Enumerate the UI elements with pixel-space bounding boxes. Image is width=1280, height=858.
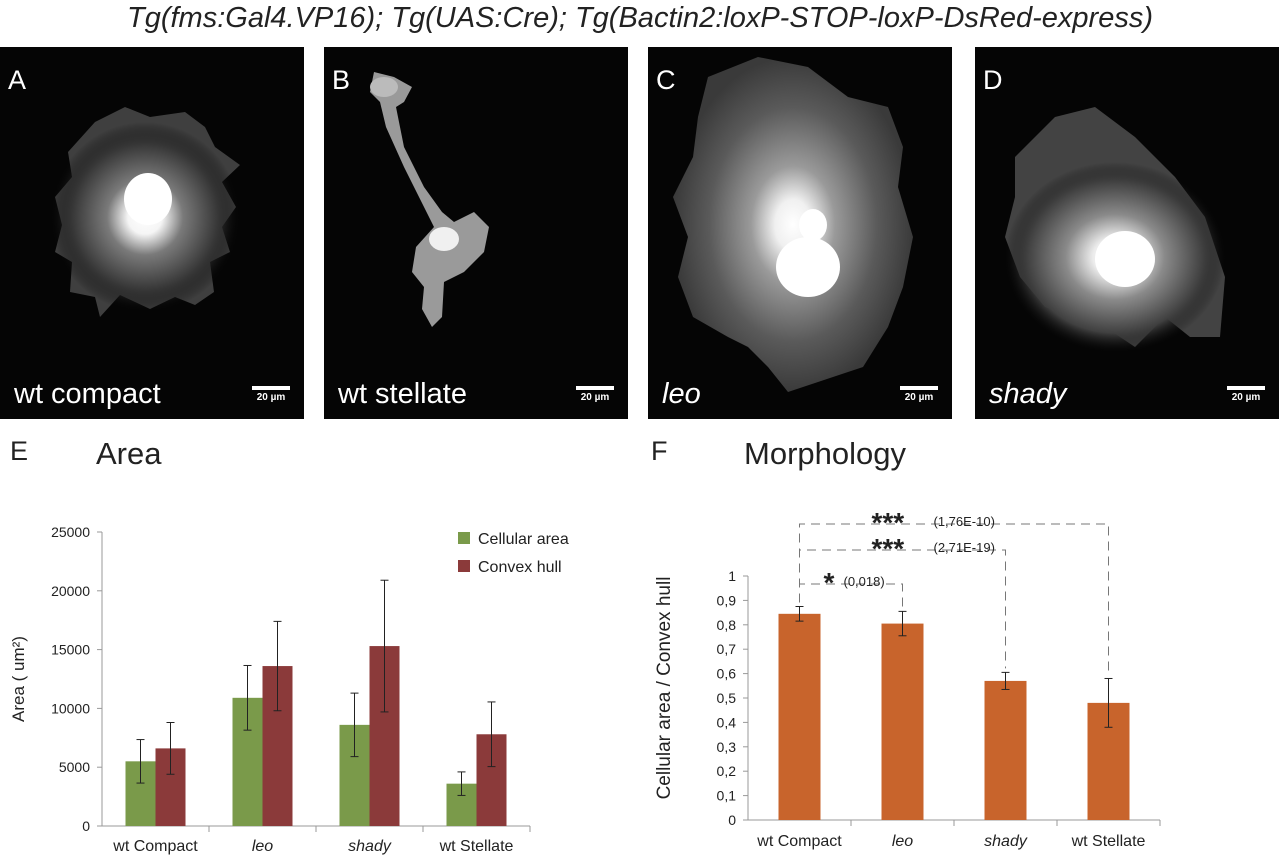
- panel-letter: A: [8, 65, 27, 95]
- bar-ratio: [881, 623, 924, 820]
- x-tick-label: leo: [892, 833, 913, 850]
- x-tick-label: wt Stellate: [1071, 833, 1146, 850]
- micrograph-panel-d: D shady 20 µm: [975, 47, 1279, 419]
- scale-bar-label: 20 µm: [1231, 392, 1261, 403]
- panel-letter: B: [332, 65, 351, 95]
- x-tick-label: wt Compact: [112, 838, 198, 855]
- scale-bar-label: 20 µm: [256, 392, 286, 403]
- y-axis-title: Cellular area / Convex hull: [654, 577, 675, 800]
- y-tick-label: 0,7: [717, 641, 737, 657]
- morphology-bar-chart: 0 0,1 0,2 0,3 0,4 0,5 0,6 0,7 0,8 0,9 1 Cellular ar…: [654, 507, 1161, 850]
- micrograph-panel-c: C leo 20 µm: [648, 47, 952, 419]
- y-tick-label: 10000: [51, 700, 90, 716]
- scale-bar-label: 20 µm: [580, 392, 610, 403]
- y-tick-label: 0: [82, 818, 90, 834]
- panel-letter-e: E: [10, 436, 29, 466]
- panel-caption: shady: [989, 378, 1067, 410]
- panel-letter-f: F: [651, 436, 668, 466]
- cell-image-stellate: [370, 72, 489, 327]
- cell-image-compact: [50, 107, 240, 317]
- panel-letter: D: [983, 65, 1003, 95]
- micrograph-panel-a: A wt compact 20 µm: [0, 47, 304, 419]
- x-tick-label: shady: [348, 838, 392, 855]
- y-tick-label: 15000: [51, 642, 90, 658]
- significance-stars: *: [824, 567, 835, 598]
- p-value-label: (2,71E-19): [934, 540, 995, 555]
- y-tick-label: 0: [728, 812, 736, 828]
- y-tick-label: 1: [728, 568, 736, 584]
- chart-f-title: Morphology: [744, 436, 906, 471]
- y-tick-label: 25000: [51, 524, 90, 540]
- significance-bracket: [799, 549, 1006, 669]
- x-tick-label: wt Stellate: [439, 838, 514, 855]
- scale-bar: 20 µm: [1227, 386, 1265, 403]
- micrograph-panel-b: B wt stellate 20 µm: [324, 47, 628, 419]
- panel-letter: C: [656, 65, 676, 95]
- scale-bar-label: 20 µm: [904, 392, 934, 403]
- scale-bar: 20 µm: [576, 386, 614, 403]
- significance-stars: ***: [872, 507, 905, 538]
- area-bar-chart: 0 5000 10000 15000 20000 25000 Area ( um²) wt C…: [9, 524, 569, 855]
- x-tick-label: shady: [984, 833, 1028, 850]
- p-value-label: (1,76E-10): [934, 514, 995, 529]
- scale-bar: 20 µm: [252, 386, 290, 403]
- y-tick-label: 0,6: [717, 666, 737, 682]
- x-tick-label: leo: [252, 838, 273, 855]
- y-tick-label: 0,1: [717, 788, 737, 804]
- p-value-label: (0,018): [844, 574, 885, 589]
- legend-label: Cellular area: [478, 531, 569, 548]
- panel-caption: leo: [662, 378, 701, 410]
- chart-e-title: Area: [96, 436, 162, 471]
- legend-label: Convex hull: [478, 559, 562, 576]
- significance-stars: ***: [872, 533, 905, 564]
- y-tick-label: 0,9: [717, 592, 737, 608]
- legend-swatch: [458, 560, 470, 572]
- scale-bar: 20 µm: [900, 386, 938, 403]
- figure-title: Tg(fms:Gal4.VP16); Tg(UAS:Cre); Tg(Bacti…: [126, 2, 1153, 34]
- y-tick-label: 0,3: [717, 739, 737, 755]
- legend-swatch: [458, 532, 470, 544]
- panel-caption: wt compact: [14, 378, 161, 410]
- y-tick-label: 20000: [51, 583, 90, 599]
- bar-ratio: [984, 680, 1027, 820]
- y-tick-label: 0,5: [717, 690, 737, 706]
- y-tick-label: 0,8: [717, 617, 737, 633]
- x-tick-label: wt Compact: [756, 833, 842, 850]
- cell-image-leo: [673, 57, 913, 392]
- y-axis-title: Area ( um²): [9, 636, 28, 722]
- panel-caption: wt stellate: [338, 378, 467, 410]
- y-tick-label: 0,4: [717, 714, 737, 730]
- y-tick-label: 5000: [59, 759, 90, 775]
- cell-image-shady: [1005, 107, 1225, 352]
- significance-bracket: [799, 523, 1109, 675]
- bar-ratio: [778, 613, 821, 820]
- y-tick-label: 0,2: [717, 763, 737, 779]
